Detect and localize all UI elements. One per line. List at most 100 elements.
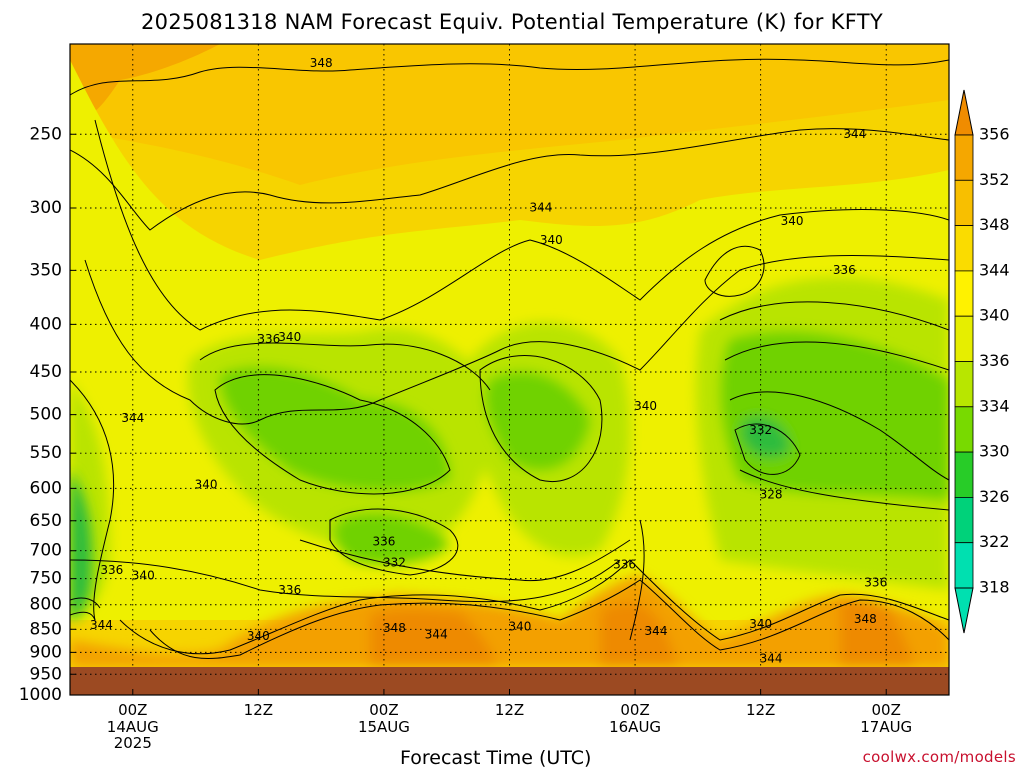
colorbar-label: 356 bbox=[979, 125, 1010, 144]
contour-line-4 bbox=[70, 379, 115, 621]
contour-label: 344 bbox=[645, 624, 668, 638]
field-band-334-west bbox=[220, 367, 450, 491]
contour-label: 336 bbox=[864, 575, 887, 589]
y-tick-label: 350 bbox=[30, 260, 62, 280]
contour-label: 340 bbox=[540, 233, 563, 247]
contour-label: 340 bbox=[132, 568, 155, 582]
credit-text: coolwx.com/models bbox=[862, 748, 1016, 766]
colorbar-label: 352 bbox=[979, 170, 1010, 189]
colorbar-segment bbox=[954, 315, 974, 362]
contour-label: 336 bbox=[372, 534, 395, 548]
colorbar-segment bbox=[954, 542, 974, 589]
contour-label: 344 bbox=[121, 411, 144, 425]
y-tick-label: 600 bbox=[30, 478, 62, 498]
contour-line-8 bbox=[719, 301, 949, 331]
contour-line-5 bbox=[199, 342, 491, 391]
contour-line-18 bbox=[70, 597, 101, 609]
contour-line-2 bbox=[94, 119, 949, 331]
contour-label: 332 bbox=[749, 423, 772, 437]
contour-label: 344 bbox=[529, 201, 552, 215]
y-tick-label: 1000 bbox=[19, 685, 62, 705]
x-tick-date: 16AUG bbox=[609, 718, 661, 736]
x-tick-date: 17AUG bbox=[860, 718, 912, 736]
field-band-352-bottom-1 bbox=[370, 608, 500, 667]
contour-label: 340 bbox=[247, 629, 270, 643]
y-tick-label: 550 bbox=[30, 443, 62, 463]
contour-line-20 bbox=[629, 519, 645, 641]
contour-line-13 bbox=[329, 508, 459, 576]
contour-line-14 bbox=[299, 539, 631, 582]
contour-label: 336 bbox=[278, 583, 301, 597]
field-band-352-bottom-3 bbox=[840, 598, 915, 667]
field-band-330-left bbox=[70, 470, 92, 620]
x-tick-date: 15AUG bbox=[358, 718, 410, 736]
contour-labels: 3483443403443403363363403443403323403283… bbox=[90, 56, 887, 665]
colorbar-label: 336 bbox=[979, 351, 1010, 370]
y-tick-label: 950 bbox=[30, 664, 62, 684]
contour-label: 336 bbox=[257, 332, 280, 346]
contour-line-1 bbox=[70, 128, 949, 231]
y-tick-label: 700 bbox=[30, 541, 62, 561]
colorbar-label: 334 bbox=[979, 396, 1010, 415]
field-band-334-east bbox=[721, 332, 949, 500]
contour-label: 340 bbox=[749, 617, 772, 631]
colorbar-label: 326 bbox=[979, 487, 1010, 506]
y-tick-label: 450 bbox=[30, 362, 62, 382]
x-tick-label: 00Z bbox=[872, 701, 901, 719]
x-tick-label: 00Z bbox=[369, 701, 398, 719]
x-tick-year: 2025 bbox=[114, 734, 152, 752]
colorbar-segment bbox=[954, 270, 974, 317]
colorbar-label: 344 bbox=[979, 260, 1010, 279]
contour-line-7 bbox=[479, 355, 603, 482]
x-axis-label: Forecast Time (UTC) bbox=[400, 747, 592, 769]
contour-line-11 bbox=[734, 423, 801, 475]
contour-label: 344 bbox=[425, 627, 448, 641]
field-band-334-center bbox=[486, 372, 590, 470]
colorbar-segment bbox=[954, 361, 974, 408]
field-warm-group bbox=[70, 575, 949, 667]
y-tick-label: 650 bbox=[30, 511, 62, 531]
contour-label: 336 bbox=[100, 563, 123, 577]
x-tick-label: 12Z bbox=[746, 701, 775, 719]
contour-label: 336 bbox=[613, 557, 636, 571]
contour-label: 340 bbox=[278, 330, 301, 344]
field-band-334-south bbox=[334, 514, 450, 565]
x-tick-label: 00Z bbox=[620, 701, 649, 719]
colorbar: 356 352 348 344 340 336 334 330 326 322 318 bbox=[954, 89, 1010, 634]
field-band-352-bottom-2 bbox=[600, 602, 680, 667]
y-tick-label: 500 bbox=[30, 405, 62, 425]
x-tick-label: 12Z bbox=[495, 701, 524, 719]
colorbar-bottom-arrow bbox=[954, 587, 974, 634]
contour-label: 344 bbox=[843, 127, 866, 141]
x-tick-date: 14AUG bbox=[107, 718, 159, 736]
contour-line-6 bbox=[214, 374, 451, 495]
contour-label: 340 bbox=[634, 399, 657, 413]
y-tick-label: 750 bbox=[30, 569, 62, 589]
colorbar-label: 348 bbox=[979, 215, 1010, 234]
contour-label: 348 bbox=[310, 56, 333, 70]
field-core-green-group bbox=[70, 332, 949, 620]
colorbar-label: 318 bbox=[979, 578, 1010, 597]
y-tick-label: 400 bbox=[30, 314, 62, 334]
contour-label: 336 bbox=[833, 263, 856, 277]
y-tick-label: 900 bbox=[30, 642, 62, 662]
x-tick-label: 00Z bbox=[118, 701, 147, 719]
colorbar-segment bbox=[954, 496, 974, 544]
colorbar-segment bbox=[954, 406, 974, 453]
contour-line-17 bbox=[149, 579, 949, 660]
colorbar-label: 340 bbox=[979, 306, 1010, 325]
contour-label: 340 bbox=[195, 477, 218, 491]
contour-label: 348 bbox=[383, 621, 406, 635]
y-tick-label: 850 bbox=[30, 619, 62, 639]
y-axis: 250 300 350 400 450 500 550 600 650 700 750 800 850 9… bbox=[19, 124, 76, 705]
contour-label: 344 bbox=[760, 652, 783, 666]
y-tick-label: 800 bbox=[30, 595, 62, 615]
colorbar-segment bbox=[954, 225, 974, 272]
colorbar-top-arrow bbox=[954, 89, 974, 136]
chart-title: 2025081318 NAM Forecast Equiv. Potential… bbox=[141, 10, 883, 34]
x-tick-label: 12Z bbox=[244, 701, 273, 719]
contour-line-0 bbox=[70, 58, 949, 96]
colorbar-label: 322 bbox=[979, 532, 1010, 551]
